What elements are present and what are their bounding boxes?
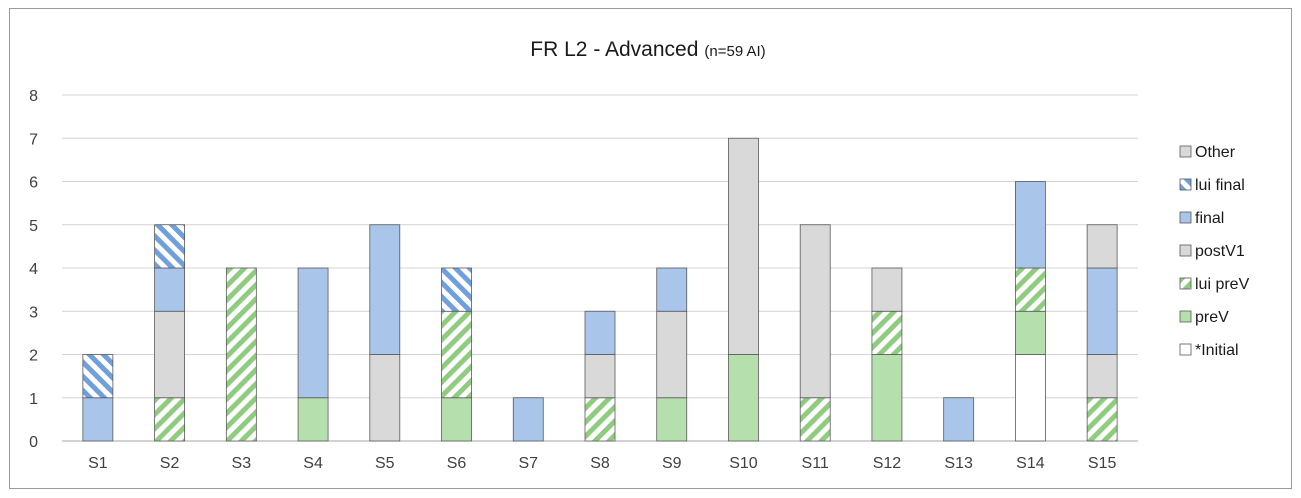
bar-segment [584, 397, 616, 442]
bar-segment [82, 354, 114, 399]
legend-label: final [1195, 210, 1224, 227]
bar-segment [1015, 354, 1046, 442]
x-tick-label: S3 [232, 455, 252, 472]
bar-segment [584, 354, 616, 399]
x-tick-label: S11 [802, 455, 829, 472]
bar-segment [512, 397, 544, 442]
bar-segment [297, 397, 329, 442]
legend-label: postV1 [1195, 243, 1245, 260]
bar-segment [225, 267, 257, 442]
bar-segment [656, 397, 688, 442]
x-tick-label: S15 [1088, 455, 1117, 472]
bar-segment [871, 310, 903, 355]
legend-swatch [1179, 343, 1192, 356]
y-tick-label: 0 [29, 434, 38, 451]
bar-segment [871, 354, 903, 442]
x-tick-label: S6 [447, 455, 467, 472]
bar-segment [1086, 397, 1118, 442]
legend-swatch [1179, 277, 1192, 290]
legend-label: lui preV [1195, 276, 1250, 293]
legend-swatch [1179, 145, 1192, 158]
x-tick-label: S4 [303, 455, 323, 472]
bar-segment [1015, 181, 1046, 269]
bar-segment [441, 267, 472, 312]
x-tick-label: S14 [1016, 455, 1045, 472]
bar-segment [943, 397, 975, 442]
legend-swatch [1179, 178, 1192, 191]
y-tick-label: 2 [29, 348, 38, 365]
chart-title: FR L2 - Advanced (n=59 AI) [530, 38, 765, 61]
legend-swatch [1179, 244, 1192, 257]
y-tick-label: 4 [29, 261, 38, 278]
x-tick-label: S2 [160, 455, 180, 472]
bar-segment [154, 310, 186, 399]
bar-segment [1015, 267, 1046, 312]
bar-segment [1015, 310, 1046, 355]
bar-segment [799, 224, 831, 399]
x-tick-label: S12 [873, 455, 902, 472]
y-tick-label: 1 [29, 391, 38, 408]
bar-segment [656, 310, 688, 399]
bar-segment [369, 224, 401, 355]
chart-frame [9, 8, 1292, 489]
bar-segment [1086, 224, 1118, 269]
legend-swatch [1179, 310, 1192, 323]
x-tick-label: S1 [88, 455, 108, 472]
legend-label: *Initial [1195, 342, 1239, 359]
bars [82, 137, 1118, 442]
bar-segment [584, 310, 616, 355]
y-tick-label: 3 [29, 304, 38, 321]
y-tick-label: 7 [29, 131, 38, 148]
bar-segment [82, 397, 114, 442]
legend-label: lui final [1195, 177, 1245, 194]
x-axis: S1 S2 S3 S4 S5 S6 S7 S8 S9 S10 S11 S12 S13 S14 S15 [88, 455, 1116, 472]
bar-segment [297, 267, 329, 399]
bar-segment [799, 397, 831, 442]
bar-segment [441, 397, 472, 442]
bar-segment [369, 354, 401, 442]
x-tick-label: S13 [944, 455, 973, 472]
y-tick-label: 5 [29, 218, 38, 235]
y-tick-label: 6 [29, 175, 38, 192]
legend-label: preV [1195, 309, 1229, 326]
bar-segment [441, 310, 472, 399]
bar-segment [1086, 354, 1118, 399]
x-tick-label: S9 [662, 455, 682, 472]
x-tick-label: S5 [375, 455, 395, 472]
bar-segment [1086, 267, 1118, 355]
bar-segment [871, 267, 903, 312]
y-tick-label: 8 [29, 88, 38, 105]
x-tick-label: S7 [518, 455, 538, 472]
bar-segment [656, 267, 688, 312]
x-tick-label: S10 [729, 455, 758, 472]
bar-segment [154, 267, 186, 312]
legend-label: Other [1195, 144, 1236, 161]
legend: Other lui final final postV1 lui preV preV *In… [1179, 144, 1250, 359]
bar-segment [154, 397, 186, 442]
y-axis: 0 1 2 3 4 5 6 7 8 [29, 88, 38, 451]
bar-segment [728, 354, 759, 442]
x-tick-label: S8 [590, 455, 610, 472]
bar-segment [154, 224, 186, 269]
legend-swatch [1179, 211, 1192, 224]
bar-segment [728, 137, 759, 355]
